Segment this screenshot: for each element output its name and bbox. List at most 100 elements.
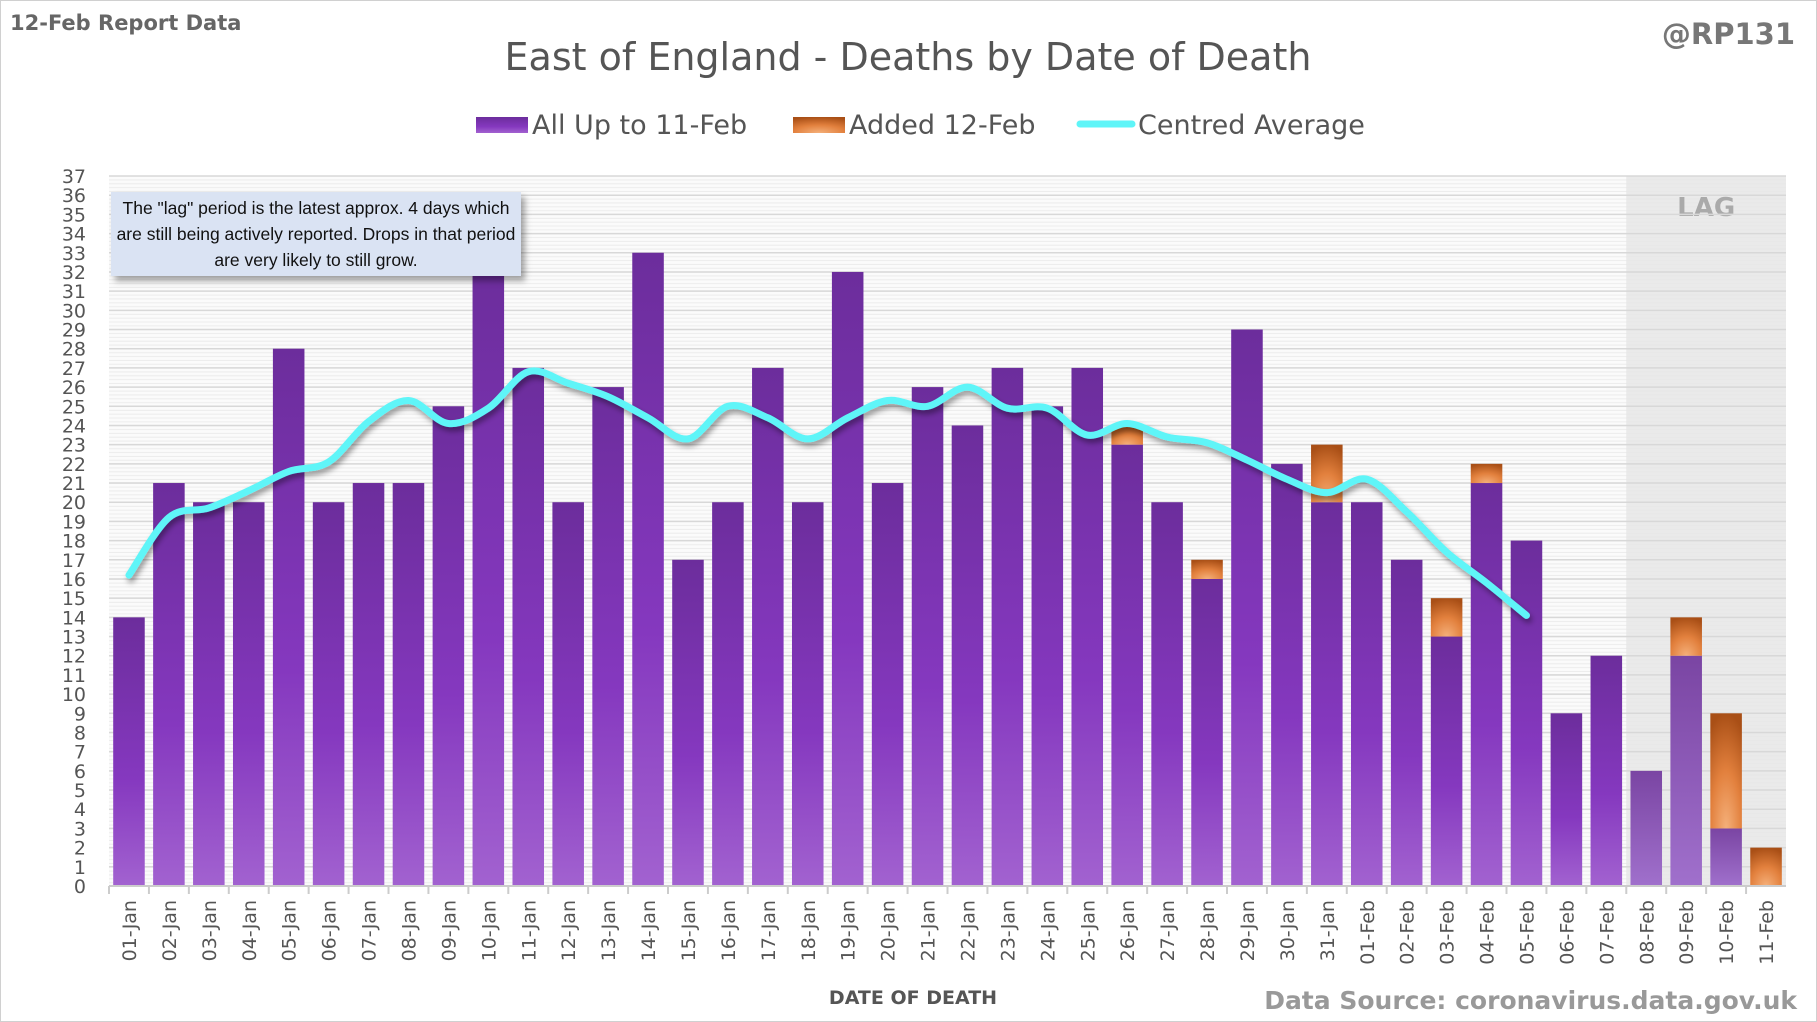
y-tick-label: 9 (74, 703, 86, 725)
bar-all-27-Jan (1151, 502, 1183, 886)
bar-all-30-Jan (1271, 463, 1303, 886)
bar-all-31-Jan (1311, 502, 1343, 886)
handle-label: @RP131 (1662, 17, 1795, 51)
x-tick-label: 16-Jan (718, 900, 740, 961)
bar-all-29-Jan (1231, 329, 1263, 886)
x-tick-label: 08-Feb (1636, 900, 1658, 965)
x-tick-label: 22-Jan (957, 900, 979, 961)
x-tick-label: 01-Feb (1357, 900, 1379, 965)
bar-all-02-Jan (153, 483, 185, 886)
x-tick-label: 03-Feb (1437, 900, 1459, 965)
y-tick-label: 18 (62, 531, 86, 553)
x-tick-label: 31-Jan (1317, 900, 1339, 961)
x-tick-label: 02-Jan (159, 900, 181, 961)
x-tick-label: 15-Jan (678, 900, 700, 961)
y-tick-label: 5 (74, 780, 86, 802)
bar-all-17-Jan (752, 367, 784, 886)
bar-added-10-Feb (1710, 713, 1742, 829)
y-tick-label: 3 (74, 818, 86, 840)
bar-all-23-Jan (991, 367, 1024, 886)
bar-added-04-Feb (1470, 463, 1503, 484)
plot-area: LAG0123456789101112131415161718192021222… (62, 166, 1786, 965)
bar-all-20-Jan (871, 483, 904, 886)
bar-all-24-Jan (1031, 406, 1064, 886)
y-tick-label: 8 (74, 722, 86, 744)
bar-all-25-Jan (1071, 367, 1104, 886)
bar-all-22-Jan (951, 425, 984, 886)
y-tick-label: 31 (62, 281, 86, 303)
bar-all-08-Jan (392, 483, 425, 886)
report-label: 12-Feb Report Data (10, 11, 241, 35)
y-tick-label: 13 (62, 627, 86, 649)
x-tick-label: 30-Jan (1277, 900, 1299, 961)
y-tick-label: 21 (62, 473, 86, 495)
x-tick-label: 06-Jan (319, 900, 341, 961)
bar-all-09-Jan (432, 406, 465, 886)
y-tick-label: 14 (62, 607, 86, 629)
x-tick-label: 05-Feb (1516, 900, 1538, 965)
legend-label-all: All Up to 11-Feb (532, 110, 747, 141)
y-tick-label: 37 (62, 166, 86, 188)
x-tick-label: 01-Jan (119, 900, 141, 961)
lag-label: LAG (1677, 193, 1735, 223)
bar-all-21-Jan (911, 387, 944, 886)
bar-added-28-Jan (1191, 559, 1223, 579)
y-tick-label: 0 (74, 876, 86, 898)
bar-all-10-Feb (1710, 828, 1742, 886)
bar-all-19-Jan (831, 271, 864, 887)
legend-label-added: Added 12-Feb (849, 110, 1036, 141)
x-tick-label: 25-Jan (1077, 900, 1099, 961)
x-tick-label: 29-Jan (1237, 900, 1259, 961)
legend-swatch-all (476, 117, 528, 133)
y-tick-label: 29 (62, 320, 86, 342)
y-tick-label: 23 (62, 435, 86, 457)
x-tick-label: 12-Jan (558, 900, 580, 961)
y-tick-label: 6 (74, 761, 86, 783)
bar-all-01-Jan (113, 617, 145, 886)
y-tick-label: 12 (62, 646, 86, 668)
x-tick-label: 23-Jan (997, 900, 1019, 961)
bar-all-04-Feb (1470, 483, 1503, 886)
lag-note: The "lag" period is the latest approx. 4… (111, 192, 521, 276)
lag-region (1626, 176, 1786, 886)
bar-all-26-Jan (1111, 444, 1143, 886)
legend: All Up to 11-Feb Added 12-Feb Centred Av… (476, 110, 1365, 141)
y-tick-label: 20 (62, 492, 86, 514)
x-tick-label: 21-Jan (918, 900, 940, 961)
x-tick-label: 11-Feb (1756, 900, 1778, 965)
y-tick-label: 1 (74, 857, 86, 879)
bar-added-03-Feb (1430, 598, 1463, 637)
y-tick-label: 11 (62, 665, 86, 687)
y-tick-label: 10 (62, 684, 86, 706)
x-tick-label: 08-Jan (398, 900, 420, 961)
x-tick-label: 18-Jan (798, 900, 820, 961)
chart-title: East of England - Deaths by Date of Deat… (505, 35, 1312, 79)
x-tick-label: 03-Jan (199, 900, 221, 961)
bar-all-06-Jan (312, 502, 345, 886)
bar-all-04-Jan (232, 502, 265, 886)
x-tick-label: 04-Feb (1477, 900, 1499, 965)
y-tick-label: 33 (62, 243, 86, 265)
bar-added-11-Feb (1750, 847, 1782, 886)
bar-all-01-Feb (1350, 502, 1383, 886)
x-tick-label: 05-Jan (279, 900, 301, 961)
bar-added-09-Feb (1670, 617, 1702, 656)
x-tick-label: 07-Jan (359, 900, 381, 961)
y-tick-label: 32 (62, 262, 86, 284)
plot-background (109, 176, 1786, 886)
bar-all-08-Feb (1630, 770, 1663, 886)
bar-all-07-Feb (1590, 655, 1623, 886)
y-tick-label: 2 (74, 838, 86, 860)
bar-all-28-Jan (1191, 578, 1223, 886)
legend-swatch-added (793, 117, 845, 133)
y-tick-label: 30 (62, 300, 86, 322)
x-tick-label: 19-Jan (838, 900, 860, 961)
bar-all-16-Jan (712, 502, 744, 886)
y-tick-label: 28 (62, 339, 86, 361)
y-tick-label: 36 (62, 185, 86, 207)
y-tick-label: 25 (62, 396, 86, 418)
y-tick-label: 24 (62, 415, 86, 437)
bar-all-11-Jan (512, 367, 545, 886)
y-tick-label: 16 (62, 569, 86, 591)
